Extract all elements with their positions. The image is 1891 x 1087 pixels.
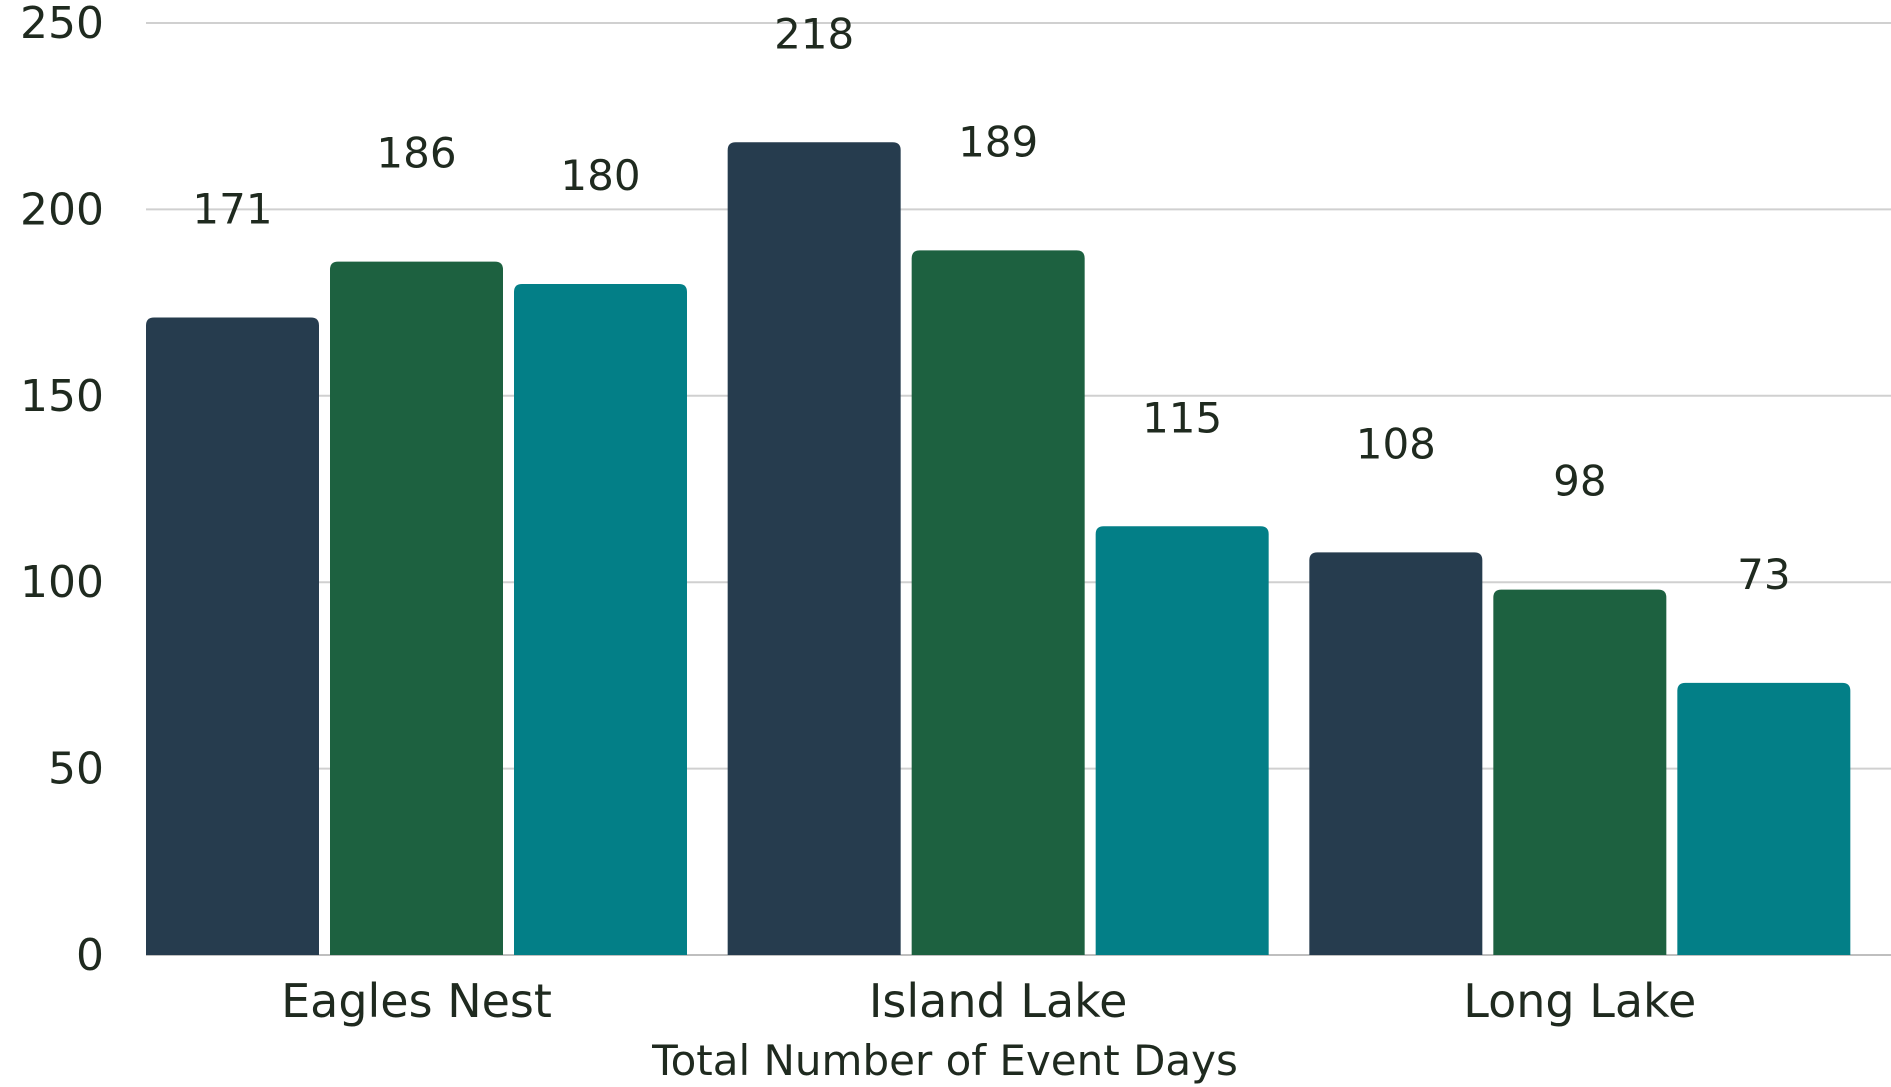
- data-label: 171: [192, 185, 272, 234]
- y-tick-label: 50: [48, 744, 104, 795]
- data-label: 108: [1356, 419, 1436, 468]
- bar: [146, 317, 319, 956]
- bar: [1493, 589, 1667, 955]
- bar: [330, 261, 503, 955]
- y-tick-label: 100: [20, 557, 104, 608]
- y-axis-ticks: 0 50 100 150 200 250: [20, 0, 104, 981]
- y-tick-label: 150: [20, 371, 104, 422]
- data-label: 189: [958, 117, 1038, 166]
- bar: [1095, 526, 1269, 955]
- bar: [911, 250, 1085, 955]
- data-label: 73: [1737, 550, 1790, 599]
- x-axis-categories: Eagles Nest Island Lake Long Lake: [281, 974, 1696, 1028]
- x-category-label: Eagles Nest: [281, 974, 552, 1028]
- data-label: 186: [376, 129, 456, 178]
- x-category-label: Long Lake: [1463, 974, 1696, 1028]
- data-label: 180: [560, 151, 640, 200]
- bar: [1677, 682, 1851, 955]
- x-axis-title: Total Number of Event Days: [651, 1036, 1238, 1085]
- data-label: 115: [1142, 393, 1222, 442]
- data-label: 98: [1553, 457, 1606, 506]
- data-label: 218: [774, 9, 854, 58]
- bars: [146, 142, 1851, 956]
- data-labels: 171 186 180 218 189 115 108 98 73: [192, 9, 1790, 599]
- bar: [727, 142, 901, 955]
- y-tick-label: 250: [20, 0, 104, 49]
- bar: [514, 283, 687, 956]
- x-category-label: Island Lake: [869, 974, 1128, 1028]
- y-tick-label: 0: [76, 930, 104, 981]
- y-tick-label: 200: [20, 184, 104, 235]
- bar: [1309, 552, 1483, 955]
